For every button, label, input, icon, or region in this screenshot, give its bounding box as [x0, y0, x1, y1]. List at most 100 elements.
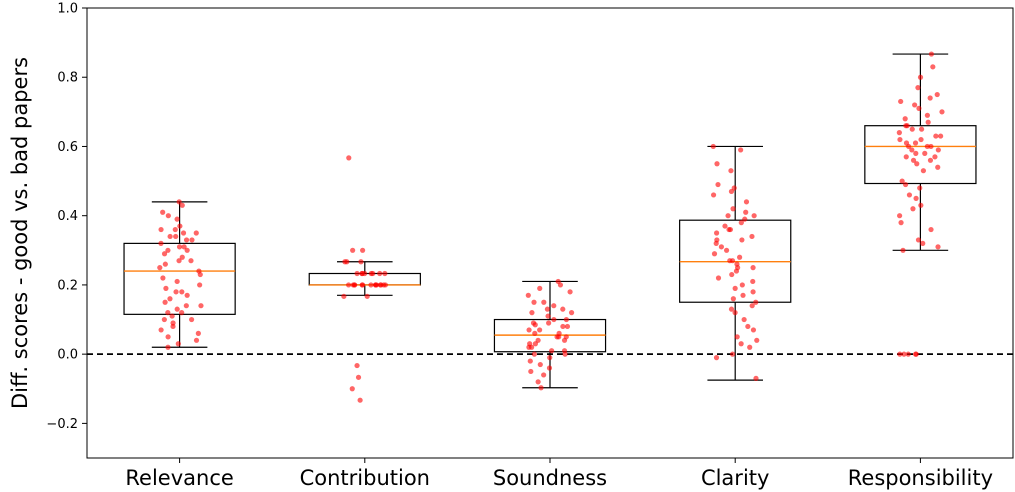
data-point	[179, 289, 185, 295]
data-point	[358, 259, 364, 265]
data-point	[928, 51, 935, 57]
data-point	[924, 143, 930, 150]
data-point	[897, 213, 903, 219]
data-point	[932, 154, 938, 160]
data-point	[900, 247, 906, 253]
data-point	[531, 351, 538, 357]
data-point	[529, 310, 535, 316]
data-point	[751, 213, 757, 219]
data-point	[195, 330, 201, 336]
data-point	[735, 265, 741, 271]
data-point	[184, 292, 190, 298]
data-point	[915, 85, 921, 91]
data-point	[898, 98, 904, 105]
data-point	[750, 265, 756, 271]
data-point	[382, 270, 388, 277]
data-point	[373, 282, 379, 288]
data-point	[544, 306, 551, 312]
data-point	[918, 202, 924, 208]
y-axis-title: Diff. scores - good vs. bad papers	[8, 57, 32, 409]
data-point	[378, 282, 384, 288]
data-point	[352, 282, 358, 288]
data-point	[162, 261, 168, 267]
data-point	[915, 237, 922, 243]
data-point	[176, 258, 182, 264]
data-point	[927, 95, 933, 101]
data-point	[901, 351, 907, 357]
data-point	[193, 230, 199, 236]
data-point	[193, 337, 200, 343]
data-point	[753, 299, 759, 305]
data-point	[341, 293, 347, 299]
data-point	[750, 278, 756, 285]
data-point	[715, 275, 722, 281]
data-point	[549, 348, 555, 354]
x-tick-label-contribution: Contribution	[300, 466, 430, 490]
data-point	[532, 322, 538, 328]
data-point	[198, 303, 204, 309]
data-point	[913, 195, 919, 201]
data-point	[354, 362, 360, 369]
data-point	[165, 310, 171, 316]
data-point	[897, 136, 903, 143]
data-point	[537, 361, 543, 368]
x-tick-label-soundness: Soundness	[493, 466, 607, 490]
data-point	[167, 296, 173, 302]
data-point	[728, 306, 735, 312]
data-point	[910, 206, 916, 212]
data-point	[557, 282, 564, 288]
data-point	[935, 147, 941, 153]
y-tick-label: 0.4	[57, 209, 78, 224]
data-point	[188, 258, 194, 264]
box-responsibility	[864, 125, 977, 185]
data-point	[377, 270, 383, 277]
data-point	[922, 150, 928, 156]
data-point	[920, 240, 926, 246]
data-point	[532, 330, 538, 336]
data-point	[368, 270, 374, 277]
data-point	[359, 270, 365, 277]
y-tick-label: 0.2	[57, 278, 78, 293]
data-point	[738, 341, 744, 347]
data-point	[730, 206, 736, 212]
data-point	[342, 259, 348, 265]
data-point	[173, 289, 179, 295]
data-point	[160, 275, 166, 281]
data-point	[713, 240, 719, 246]
data-point	[912, 351, 919, 357]
data-point	[359, 282, 365, 288]
data-point	[349, 386, 355, 392]
data-point	[162, 299, 168, 305]
data-point	[713, 355, 720, 361]
x-tick-label-responsibility: Responsibility	[848, 466, 993, 490]
data-point	[749, 303, 755, 309]
data-point	[551, 303, 557, 309]
data-point	[930, 64, 936, 70]
data-point	[743, 199, 750, 205]
data-point	[346, 282, 352, 288]
data-point	[917, 74, 924, 80]
data-point	[161, 316, 167, 323]
data-point	[169, 313, 175, 319]
data-point	[913, 150, 919, 156]
data-point	[912, 140, 919, 146]
data-point	[527, 358, 533, 364]
data-point	[741, 316, 747, 323]
data-point	[165, 213, 171, 219]
data-point	[728, 188, 735, 195]
data-point	[918, 136, 924, 143]
data-point	[161, 251, 168, 257]
data-point	[739, 282, 745, 288]
data-point	[165, 247, 171, 253]
data-point	[728, 168, 734, 174]
data-point	[725, 213, 731, 219]
data-point	[546, 365, 553, 371]
data-point	[541, 299, 547, 305]
data-point	[184, 247, 190, 253]
data-point	[750, 327, 757, 333]
y-tick-label: −0.2	[46, 417, 78, 432]
data-point	[350, 247, 356, 253]
data-point	[158, 226, 164, 233]
data-point	[934, 91, 940, 98]
